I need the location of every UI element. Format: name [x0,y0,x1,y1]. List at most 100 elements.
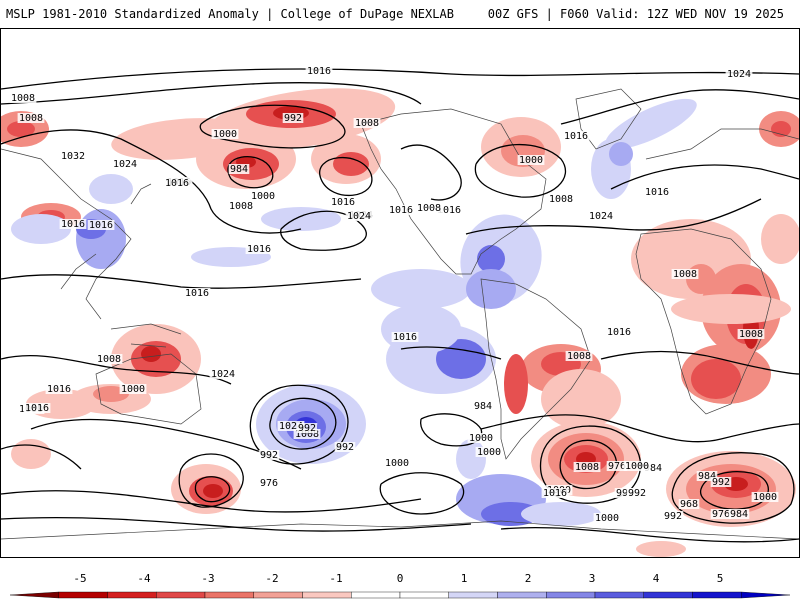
anomaly-shade-neg4 [141,346,161,362]
isobar-10 [610,164,799,190]
coastline-8 [60,183,152,290]
isobar-label-bg [475,447,503,457]
isobar-label: 1000 [121,384,145,395]
isobar-label-bg [296,423,318,433]
isobar-label-bg [751,492,779,502]
isobar-label: 1024 [347,211,371,222]
isobar-18 [194,476,231,503]
isobar-label-bg [435,205,463,215]
isobar-label-bg [183,288,211,298]
isobar-label-bg [710,477,732,487]
anomaly-shade-pos2 [466,269,516,309]
isobar-16 [269,397,337,450]
colorbar-swatch [107,591,157,599]
colorbar-swatch [741,591,791,599]
colorbar-tick-label: 1 [460,572,468,585]
isobar-label-bg [87,220,115,230]
coastline-4 [635,228,772,415]
isobar-label: 1000 [213,129,237,140]
isobar-label-bg [23,403,51,413]
isobar-label-bg [334,442,356,452]
anomaly-shade-neg1 [671,294,791,324]
isobar-label-bg [547,194,575,204]
isobar-label: 1032 [61,151,85,162]
isobar-label-bg [391,332,419,342]
isobar-label: 984 [644,463,662,474]
anomaly-shade-pos1 [261,207,341,231]
anomaly-shade-pos1 [11,214,71,244]
isobar-label-bg [329,197,357,207]
isobar-13 [1,354,232,385]
isobar-label-bg [119,384,147,394]
map-canvas: 1016102410081008992100810009841000101610… [1,66,799,557]
anomaly-shade-pos1 [521,502,601,526]
isobar-label: 1024 [279,421,303,432]
isobar-label-bg [209,369,237,379]
coastline-5 [95,353,202,425]
anomaly-shade-pos2 [76,209,126,269]
colorbar-tick-label: 4 [652,572,660,585]
isobar-label-bg [606,461,628,471]
anomaly-shade-pos1 [456,439,486,479]
isobar-label: 1016 [564,131,588,142]
coastline-1 [575,88,642,150]
anomaly-shade-neg4 [203,484,223,498]
colorbar-swatch [643,591,693,599]
anomaly-shade-pos3 [436,339,486,379]
isobar-label: 1024 [113,159,137,170]
isobar-24 [671,452,795,524]
isobar-label-bg [623,461,651,471]
isobar-0 [1,68,799,90]
colorbar-swatch [692,591,742,599]
anomaly-shade-pos2 [609,142,633,166]
isobar-label-bg [573,462,601,472]
isobar-label-bg [415,203,443,213]
isobar-11 [560,89,799,125]
isobar-label: 1008 [295,429,319,440]
isobar-label-bg [737,329,765,339]
map-header: MSLP 1981-2010 Standardized Anomaly | Co… [0,0,800,28]
isobar-label-bg [277,421,305,431]
isobar-label-bg [671,269,699,279]
valid-time: 00Z GFS | F060 Valid: 12Z WED NOV 19 202… [487,7,784,21]
isobar-1 [1,82,422,105]
isobar-label: 1008 [97,354,121,365]
isobar-28 [600,350,799,375]
isobar-label-bg [45,384,73,394]
isobar-label-bg [605,327,633,337]
anomaly-shade-pos3 [481,502,541,526]
isobar-29 [1,444,82,470]
isobar-6 [280,210,367,251]
isobar-label-bg [345,211,373,221]
isobar-label: 984 [230,164,248,175]
anomaly-shade-neg1 [541,369,621,429]
isobar-label: 1024 [589,211,613,222]
isobar-label: 1016 [247,244,271,255]
coastlines [1,88,799,540]
isobar-7 [400,144,462,201]
isobar-label: 992 [664,511,682,522]
isobar-label-bg [228,164,250,174]
isobar-label-bg [353,118,381,128]
isobar-label-bg [95,354,123,364]
colorbar-tick-label: -4 [137,572,151,585]
anomaly-shading [1,88,799,557]
isobar-label: 1016 [307,66,331,77]
isobar-label: 1016 [47,384,71,395]
isobar-label-bg [111,159,139,169]
isobar-label-bg [696,471,718,481]
isobar-label: 1008 [575,462,599,473]
isobar-19 [1,490,422,513]
isobar-label-bg [258,478,280,488]
isobar-label: 1000 [385,458,409,469]
isobar-label: 984 [474,401,492,412]
anomaly-shade-neg1 [636,541,686,557]
coastline-6 [1,520,799,540]
colorbar-tick-label: 3 [588,572,596,585]
isobar-9 [465,198,762,235]
anomaly-shade-neg3 [7,121,35,137]
isobar-label-bg [163,178,191,188]
isobar-label: 1016 [25,403,49,414]
isobar-label-bg [643,187,671,197]
isobar-label: 1000 [251,191,275,202]
